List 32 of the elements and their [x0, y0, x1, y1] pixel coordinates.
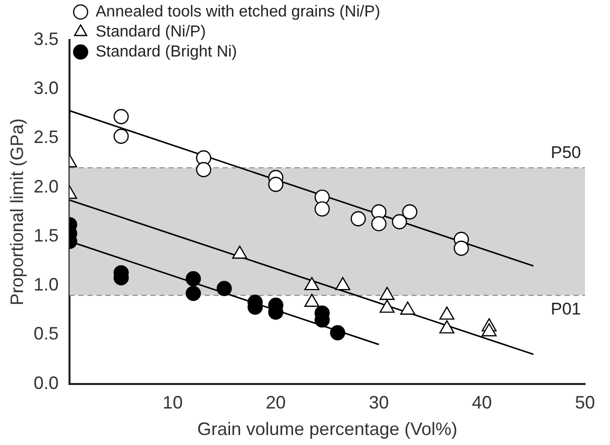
point: [186, 271, 201, 286]
y-tick-label: 3.5: [34, 28, 59, 49]
y-tick-label: 3.0: [34, 78, 59, 98]
x-tick-label: 10: [162, 392, 183, 413]
point: [350, 211, 366, 226]
x-axis-title: Grain volume percentage (Vol%): [197, 419, 458, 440]
point: [402, 204, 418, 220]
x-tick-label: 20: [266, 392, 286, 413]
point: [216, 280, 232, 296]
y-tick-label: 2.0: [34, 176, 59, 196]
point: [186, 286, 201, 302]
ref-line-label: P50: [550, 142, 581, 162]
point: [196, 162, 212, 178]
point: [392, 214, 408, 230]
x-tick-label: 50: [574, 392, 596, 413]
x-tick-label: 30: [368, 392, 389, 413]
y-tick-label: 1.0: [34, 274, 59, 295]
x-tick-label: 40: [472, 392, 492, 413]
y-tick-label: 0.0: [34, 372, 59, 393]
y-axis-title: Proportional limit (GPa): [6, 118, 27, 306]
point: [268, 176, 284, 192]
legend-label: Standard (Ni/P): [96, 23, 206, 40]
point: [314, 201, 330, 217]
y-tick-label: 2.5: [34, 127, 59, 148]
legend-label: Annealed tools with etched grains (Ni/P): [96, 3, 380, 20]
y-tick-label: 0.5: [34, 324, 59, 344]
point: [454, 240, 469, 256]
point: [371, 216, 386, 232]
point: [330, 325, 346, 340]
legend-label: Standard (Bright Ni): [96, 43, 238, 60]
y-tick-label: 1.5: [34, 225, 59, 246]
ref-line-label: P01: [550, 300, 581, 319]
